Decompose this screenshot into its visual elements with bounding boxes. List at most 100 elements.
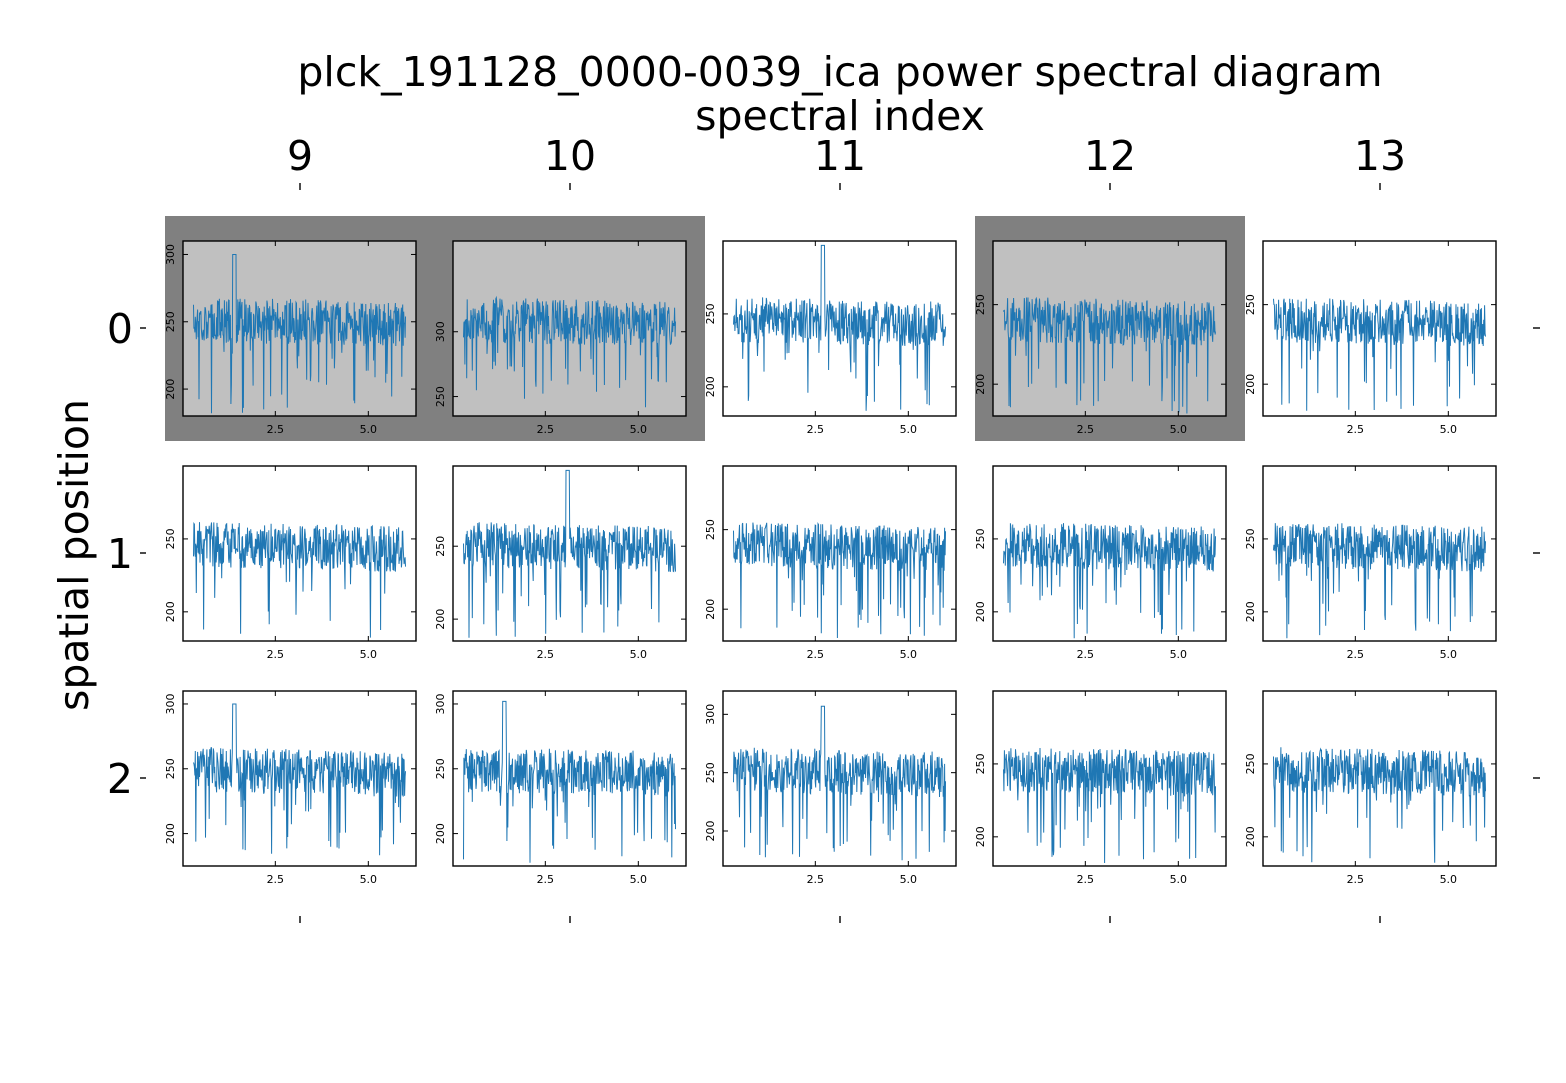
y-tick-label: 200: [704, 821, 717, 842]
x-tick-label: 2.5: [267, 648, 285, 661]
row-axis-label: spatial position: [50, 399, 98, 711]
row-label-2: 2: [107, 755, 133, 803]
y-tick-label: 250: [1244, 294, 1257, 315]
y-tick-label: 200: [434, 823, 447, 844]
spectrum-line: [1273, 747, 1486, 863]
spectrum-line: [733, 705, 946, 861]
spectrum-line: [463, 295, 676, 408]
x-tick-label: 5.0: [1440, 423, 1458, 436]
column-label-9: 9: [287, 132, 313, 180]
panel-frame: [452, 240, 687, 417]
y-tick-label: 250: [704, 303, 717, 324]
y-tick-label: 200: [164, 379, 177, 400]
spectrum-line: [1273, 523, 1486, 639]
y-tick-label: 200: [434, 609, 447, 630]
x-tick-label: 5.0: [360, 423, 378, 436]
x-tick-label: 5.0: [900, 873, 918, 886]
y-tick-label: 250: [1244, 753, 1257, 774]
column-label-12: 12: [1084, 132, 1136, 180]
y-tick-label: 300: [434, 694, 447, 715]
panel-r0-c0: 2.5 5.0 200 250 300: [164, 216, 435, 441]
panel-frame: [722, 240, 957, 417]
x-tick-label: 5.0: [1170, 648, 1188, 661]
x-tick-label: 2.5: [1077, 873, 1095, 886]
panel-frame: [182, 240, 417, 417]
y-tick-label: 200: [164, 823, 177, 844]
panel-frame: [1262, 240, 1497, 417]
spectrum-line: [463, 700, 676, 863]
y-tick-label: 250: [164, 311, 177, 332]
panel-frame: [182, 690, 417, 867]
panel-frame: [992, 465, 1227, 642]
y-tick-label: 250: [164, 758, 177, 779]
y-tick-label: 300: [164, 244, 177, 265]
x-tick-label: 2.5: [807, 648, 825, 661]
y-tick-label: 250: [704, 519, 717, 540]
column-label-11: 11: [814, 132, 866, 180]
panel-r0-c1: 2.5 5.0 250 300: [434, 216, 705, 441]
x-tick-label: 2.5: [807, 423, 825, 436]
spectrum-line: [1273, 298, 1486, 411]
x-tick-label: 5.0: [360, 648, 378, 661]
x-tick-label: 2.5: [267, 873, 285, 886]
y-tick-label: 300: [164, 694, 177, 715]
panel-frame: [722, 465, 957, 642]
panel-r0-c4: 2.5 5.0 200 250: [1244, 240, 1497, 436]
x-tick-label: 5.0: [900, 423, 918, 436]
y-tick-label: 300: [704, 704, 717, 725]
panel-r2-c2: 2.5 5.0 200 250 300: [704, 690, 957, 886]
x-tick-label: 2.5: [1347, 648, 1365, 661]
x-tick-label: 5.0: [1170, 423, 1188, 436]
column-label-13: 13: [1354, 132, 1406, 180]
y-tick-label: 250: [434, 758, 447, 779]
x-tick-label: 2.5: [1347, 423, 1365, 436]
x-tick-label: 2.5: [537, 423, 555, 436]
panel-r1-c3: 2.5 5.0 200 250: [974, 465, 1227, 661]
x-tick-label: 5.0: [630, 648, 648, 661]
x-tick-label: 2.5: [1077, 423, 1095, 436]
panel-r1-c0: 2.5 5.0 200 250: [164, 465, 417, 661]
panel-frame: [992, 240, 1227, 417]
y-tick-label: 200: [1244, 374, 1257, 395]
panel-r0-c2: 2.5 5.0 200 250: [704, 240, 957, 436]
y-tick-label: 200: [1244, 826, 1257, 847]
y-tick-label: 250: [434, 536, 447, 557]
panel-r2-c3: 2.5 5.0 200 250: [974, 690, 1227, 886]
x-tick-label: 5.0: [1440, 873, 1458, 886]
y-tick-label: 250: [974, 528, 987, 549]
y-tick-label: 200: [704, 599, 717, 620]
spectrum-line: [193, 521, 406, 638]
y-tick-label: 250: [974, 753, 987, 774]
panel-frame: [452, 690, 687, 867]
y-tick-label: 250: [1244, 528, 1257, 549]
spectrum-line: [1003, 747, 1216, 864]
figure-title: plck_191128_0000-0039_ica power spectral…: [297, 48, 1382, 96]
x-tick-label: 2.5: [537, 648, 555, 661]
y-tick-label: 200: [704, 376, 717, 397]
panel-frame: [722, 690, 957, 867]
panel-frame: [1262, 690, 1497, 867]
spectrum-line: [1003, 296, 1216, 414]
column-label-10: 10: [544, 132, 596, 180]
spectrum-line: [193, 254, 406, 414]
y-tick-label: 250: [164, 528, 177, 549]
x-tick-label: 2.5: [537, 873, 555, 886]
y-tick-label: 200: [974, 826, 987, 847]
y-tick-label: 200: [974, 601, 987, 622]
y-tick-label: 200: [1244, 601, 1257, 622]
panel-r0-c3: 2.5 5.0 200 250: [974, 216, 1245, 441]
x-tick-label: 5.0: [630, 873, 648, 886]
panel-r1-c1: 2.5 5.0 200 250: [434, 465, 687, 661]
x-tick-label: 2.5: [1347, 873, 1365, 886]
panel-r2-c0: 2.5 5.0 200 250 300: [164, 690, 417, 886]
x-tick-label: 5.0: [360, 873, 378, 886]
x-tick-label: 5.0: [900, 648, 918, 661]
y-tick-label: 250: [434, 386, 447, 407]
x-tick-label: 2.5: [1077, 648, 1095, 661]
y-tick-label: 200: [974, 374, 987, 395]
panel-frame: [182, 465, 417, 642]
panel-frame: [452, 465, 687, 642]
